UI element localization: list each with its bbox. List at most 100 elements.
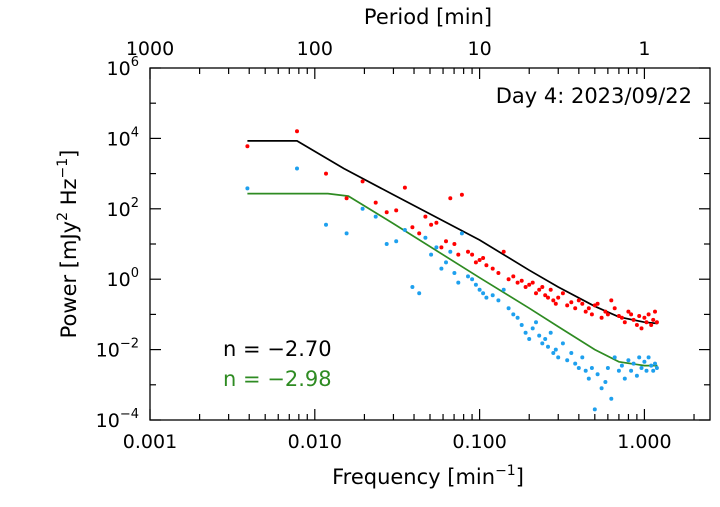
red-point xyxy=(639,326,644,331)
red-point xyxy=(344,196,349,201)
red-point xyxy=(423,214,428,219)
red-point xyxy=(470,252,475,257)
fit-lines xyxy=(247,140,658,367)
blue-point xyxy=(649,363,654,368)
red-point xyxy=(481,256,486,260)
red-point xyxy=(616,314,621,318)
red-point xyxy=(626,309,631,314)
y-axis-title: Power [mJy2 Hz−1] xyxy=(55,150,81,339)
red-point xyxy=(490,266,495,271)
red-point xyxy=(612,306,617,311)
blue-point xyxy=(576,366,581,370)
blue-point xyxy=(605,366,610,370)
red-point xyxy=(576,298,581,303)
blue-point xyxy=(639,366,644,370)
red-point xyxy=(644,320,649,325)
blue-point xyxy=(651,368,656,373)
blue-point xyxy=(384,242,389,246)
blue-point xyxy=(511,312,516,317)
blue-point xyxy=(653,361,657,366)
blue-point xyxy=(654,366,659,370)
red-point xyxy=(537,287,542,292)
blue-point xyxy=(569,351,574,355)
red-point xyxy=(595,301,600,306)
red-point xyxy=(629,312,634,317)
red-point xyxy=(646,312,651,317)
blue-point xyxy=(481,291,486,296)
blue-point xyxy=(417,291,422,296)
blue-point xyxy=(429,252,434,257)
y-axis-title-sup1: 2 xyxy=(55,212,71,221)
blue-point xyxy=(637,355,642,360)
red-point xyxy=(599,315,604,320)
red-point xyxy=(484,263,489,268)
red-point xyxy=(603,309,608,314)
red-point xyxy=(654,320,659,325)
red-point xyxy=(384,210,389,215)
red-point xyxy=(295,129,299,134)
red-point xyxy=(622,320,627,325)
blue-point xyxy=(444,260,448,265)
y-tick-label: 102 xyxy=(107,196,139,221)
blue-point xyxy=(586,376,591,381)
red-point xyxy=(546,295,550,300)
blue-point xyxy=(634,373,639,378)
red-point xyxy=(565,303,570,308)
blue-point xyxy=(592,407,597,412)
fit-label-black: n = −2.70 xyxy=(223,337,332,361)
red-point xyxy=(506,277,511,282)
blue-point xyxy=(506,306,511,311)
red-point xyxy=(586,306,591,311)
red-point xyxy=(619,315,624,320)
blue-point xyxy=(612,355,617,360)
blue-point xyxy=(543,337,548,341)
red-point xyxy=(496,271,501,275)
red-point xyxy=(444,239,448,244)
red-point xyxy=(410,225,415,230)
red-point xyxy=(459,192,464,197)
blue-point xyxy=(373,214,378,219)
blue-point xyxy=(523,330,528,335)
y-tick-label: 106 xyxy=(107,55,139,80)
fit-line-green xyxy=(247,192,658,367)
red-point xyxy=(631,317,636,322)
blue-point xyxy=(537,333,542,338)
red-point xyxy=(402,185,407,190)
red-point xyxy=(553,301,558,306)
y-axis-title-sup2: −1 xyxy=(55,158,71,179)
red-point xyxy=(649,323,654,327)
red-point xyxy=(560,291,565,296)
blue-point xyxy=(456,280,461,285)
blue-point xyxy=(496,298,501,303)
x-tick-label: 0.001 xyxy=(123,431,177,453)
tick-marks xyxy=(149,67,710,421)
blue-point xyxy=(360,206,365,211)
red-point xyxy=(573,306,578,311)
blue-point xyxy=(616,368,621,373)
red-point xyxy=(609,298,614,303)
red-point xyxy=(452,242,457,246)
blue-point xyxy=(484,295,489,300)
red-point xyxy=(456,252,461,257)
blue-point xyxy=(551,351,556,355)
red-point xyxy=(556,295,561,300)
blue-point xyxy=(540,341,545,346)
y-tick-label: 104 xyxy=(107,125,139,150)
blue-point xyxy=(546,344,550,349)
red-point xyxy=(501,249,506,254)
red-point xyxy=(548,287,553,292)
x-tick-label: 1.000 xyxy=(617,431,671,453)
x-tick-label: 0.010 xyxy=(288,431,342,453)
red-point xyxy=(394,208,399,213)
red-point xyxy=(245,144,250,149)
blue-point xyxy=(595,372,600,377)
blue-point xyxy=(459,231,464,236)
blue-point xyxy=(527,337,532,341)
y-axis-title-tail: ] xyxy=(57,150,81,158)
blue-point xyxy=(580,355,585,360)
blue-point xyxy=(410,285,415,289)
red-point xyxy=(540,285,545,289)
blue-point xyxy=(245,186,250,191)
